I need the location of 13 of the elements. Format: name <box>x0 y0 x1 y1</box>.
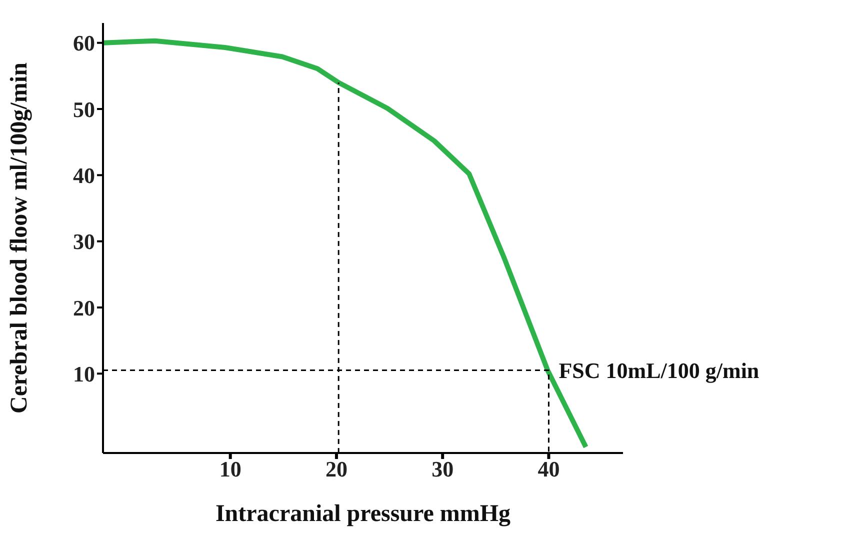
y-axis-title: Cerebral blood floow ml/100g/min <box>6 62 33 414</box>
x-tick-label: 40 <box>538 456 560 482</box>
x-tick-label: 10 <box>219 456 242 482</box>
y-tick-label: 20 <box>73 295 95 320</box>
x-axis-title: Intracranial pressure mmHg <box>215 501 511 527</box>
y-tick-label: 30 <box>73 229 95 254</box>
annotation: FSC 10mL/100 g/min <box>558 358 760 384</box>
x-tick-label: 30 <box>432 456 454 482</box>
y-tick-label: 60 <box>73 30 95 56</box>
y-tick-label: 40 <box>73 162 95 188</box>
y-tick-label: 10 <box>73 361 95 386</box>
y-tick-label: 50 <box>73 96 95 122</box>
x-tick-label: 20 <box>325 456 348 482</box>
